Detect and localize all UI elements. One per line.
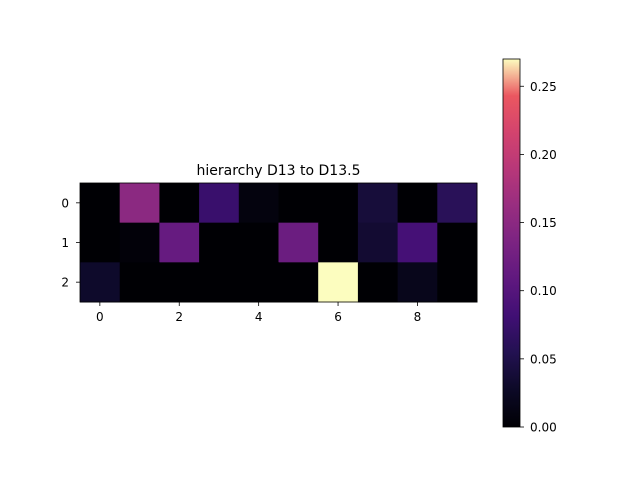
heatmap-cell: [159, 183, 200, 224]
y-tick-label: 2: [61, 276, 69, 290]
heatmap-cell: [80, 183, 121, 224]
colorbar-tick-label: 0.05: [530, 352, 557, 366]
colorbar-tick-label: 0.15: [530, 216, 557, 230]
heatmap-cell: [357, 183, 399, 224]
x-axis: 0 2 4 6 8: [96, 302, 421, 324]
heatmap-cell: [357, 262, 399, 303]
heatmap-cell: [119, 262, 160, 303]
colorbar-frame: [502, 58, 521, 428]
colorbar-tick-label: 0.10: [530, 284, 557, 298]
heatmap-cell: [437, 183, 478, 224]
colorbar-axis: 0.00 0.05 0.10 0.15 0.20 0.25: [520, 80, 557, 435]
heatmap-cell: [199, 262, 240, 303]
chart-title: hierarchy D13 to D13.5: [197, 163, 361, 179]
x-tick-label: 2: [175, 310, 183, 324]
heatmap-cell: [437, 262, 478, 303]
heatmap-cell: [159, 262, 200, 303]
heatmap-cell: [238, 262, 279, 303]
heatmap-cell: [80, 262, 121, 303]
x-tick-label: 8: [414, 310, 422, 324]
heatmap-cell: [318, 222, 359, 263]
heatmap-cell: [119, 222, 160, 263]
heatmap-cell: [397, 222, 438, 263]
heatmap-cells: [80, 183, 478, 303]
x-tick-label: 0: [96, 310, 104, 324]
heatmap-cell: [278, 183, 319, 224]
colorbar-tick-label: 0.00: [530, 421, 557, 435]
heatmap-cell: [318, 183, 359, 224]
heatmap-cell: [278, 222, 319, 263]
heatmap-cell: [238, 183, 279, 224]
y-tick-label: 1: [61, 236, 69, 250]
heatmap-cell: [159, 222, 200, 263]
y-tick-label: 0: [61, 196, 69, 210]
heatmap-cell: [80, 222, 121, 263]
x-tick-label: 4: [255, 310, 263, 324]
heatmap-cell: [318, 262, 359, 303]
heatmap-cell: [119, 183, 160, 224]
heatmap-cell: [397, 262, 438, 303]
heatmap-cell: [199, 183, 240, 224]
y-axis: 0 1 2: [61, 196, 80, 290]
heatmap-cell: [238, 222, 279, 263]
colorbar-tick-label: 0.25: [530, 80, 557, 94]
colorbar: [503, 59, 520, 427]
x-tick-label: 6: [334, 310, 342, 324]
colorbar-tick-label: 0.20: [530, 148, 557, 162]
heatmap-cell: [199, 222, 240, 263]
heatmap-cell: [278, 262, 319, 303]
heatmap-cell: [437, 222, 478, 263]
heatmap-cell: [397, 183, 438, 224]
heatmap-cell: [357, 222, 399, 263]
